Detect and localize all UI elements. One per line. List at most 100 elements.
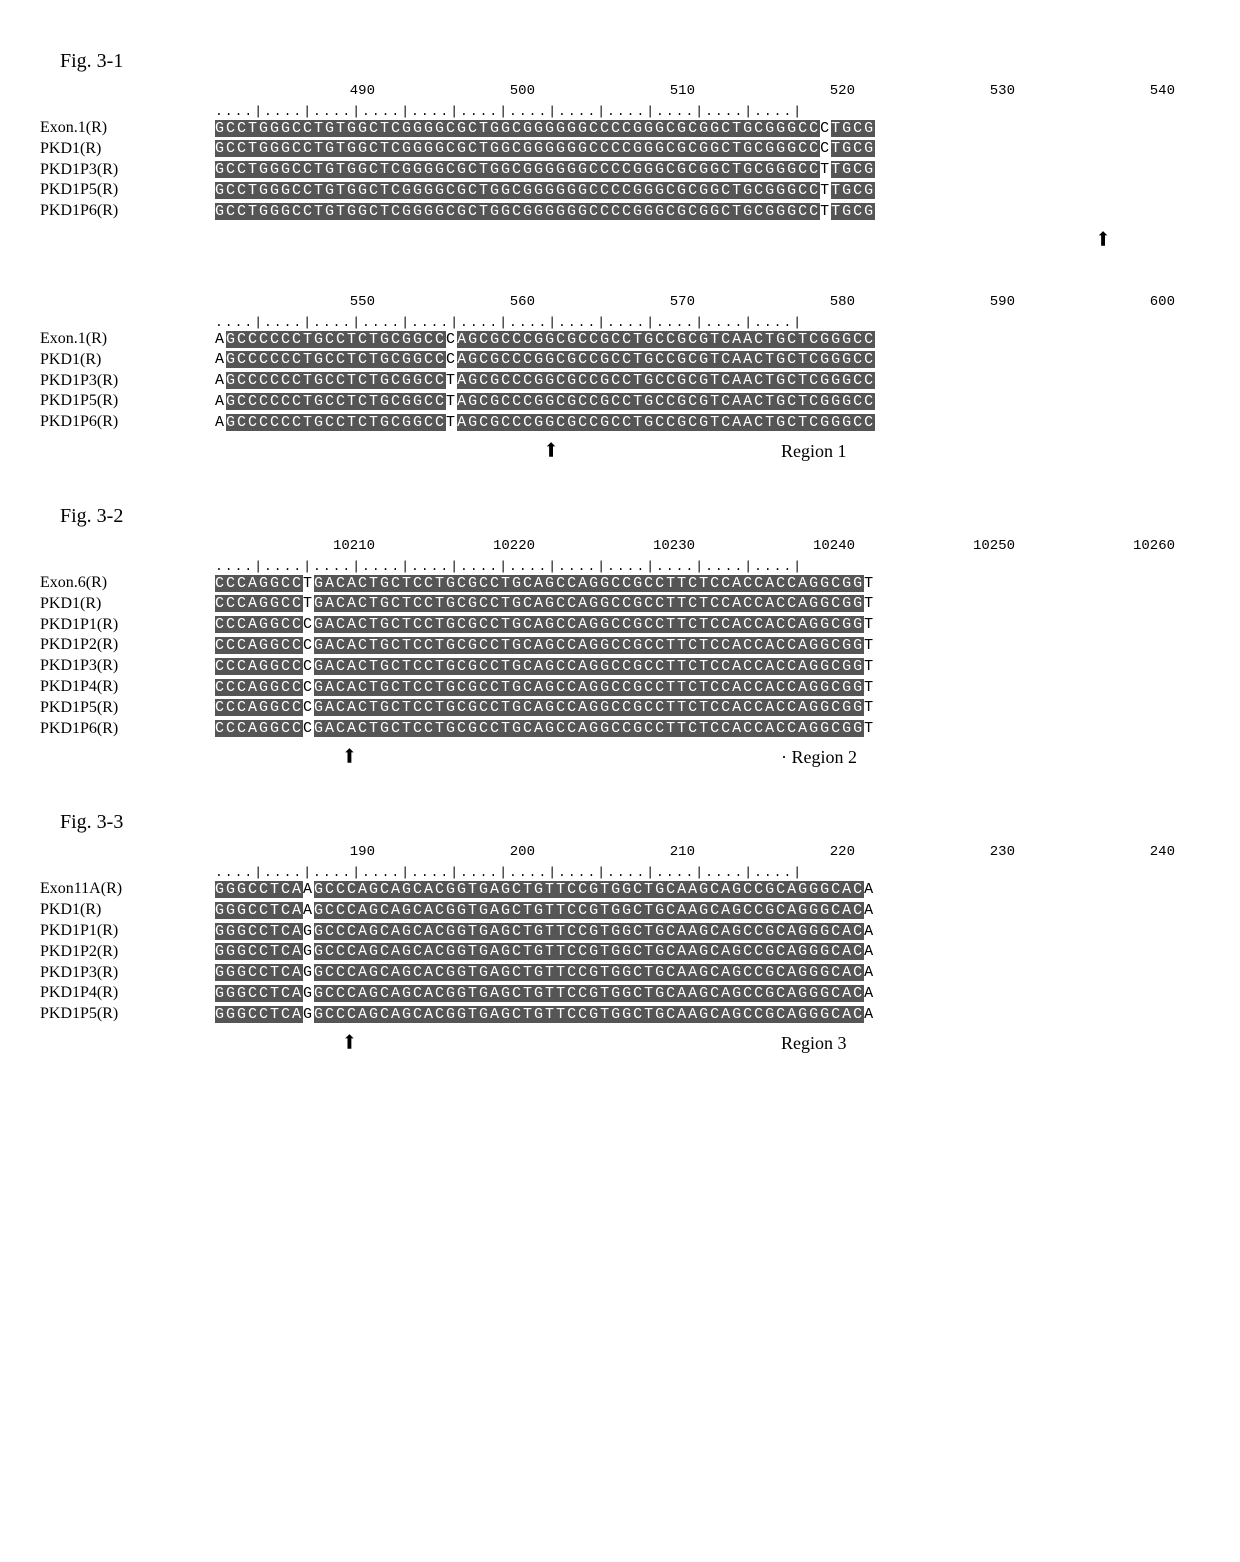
sequence-name: Exon.1(R) [40,329,215,350]
sequence-name: PKD1P5(R) [40,180,215,201]
alignment-fig31-b: 550560570580590600 ....|....|....|....|..… [40,294,1200,465]
sequence-row: PKD1P5(R)CCCAGGCCCGACACTGCTCCTGCGCCTGCAG… [40,698,1200,719]
position-number: 530 [855,83,1015,99]
position-number: 210 [535,844,695,860]
sequence-text: GGGCCTCAGGCCCAGCAGCACGGTGAGCTGTTCCGTGGCT… [215,1005,875,1025]
alignment-fig33: 190200210220230240....|....|....|....|..… [40,844,1200,1057]
ruler-ticks: ....|....|....|....|....|....|....|....|… [215,316,803,329]
sequence-row: PKD1P1(R)CCCAGGCCCGACACTGCTCCTGCGCCTGCAG… [40,615,1200,636]
position-number: 10220 [375,538,535,554]
sequence-name: PKD1(R) [40,139,215,160]
sequence-text: CCCAGGCCCGACACTGCTCCTGCGCCTGCAGCCAGGCCGC… [215,636,875,656]
sequence-text: GGGCCTCAGGCCCAGCAGCACGGTGAGCTGTTCCGTGGCT… [215,984,875,1004]
sequence-text: GCCTGGGCCTGTGGCTCGGGGCGCTGGCGGGGGGCCCCGG… [215,139,875,159]
sequence-row: PKD1P5(R)GGGCCTCAGGCCCAGCAGCACGGTGAGCTGT… [40,1004,1200,1025]
position-number: 540 [1015,83,1175,99]
sequence-name: PKD1P4(R) [40,983,215,1004]
sequence-name: Exon11A(R) [40,879,215,900]
sequence-text: AGCCCCCCTGCCTCTGCGGCCCAGCGCCCGGCGCCGCCTG… [215,330,875,350]
sequence-row: PKD1P6(R)AGCCCCCCTGCCTCTGCGGCCTAGCGCCCGG… [40,412,1200,433]
sequence-name: PKD1P5(R) [40,391,215,412]
sequence-text: GGGCCTCAGGCCCAGCAGCACGGTGAGCTGTTCCGTGGCT… [215,963,875,983]
sequence-text: AGCCCCCCTGCCTCTGCGGCCCAGCGCCCGGCGCCGCCTG… [215,350,875,370]
sequence-name: PKD1P3(R) [40,371,215,392]
sequence-row: PKD1P5(R)GCCTGGGCCTGTGGCTCGGGGCGCTGGCGGG… [40,180,1200,201]
position-number: 10230 [535,538,695,554]
sequence-name: PKD1(R) [40,594,215,615]
sequence-name: PKD1P2(R) [40,942,215,963]
sequence-row: PKD1P3(R)GCCTGGGCCTGTGGCTCGGGGCGCTGGCGGG… [40,160,1200,181]
sequence-name: PKD1P3(R) [40,656,215,677]
position-number: 490 [215,83,375,99]
indicator-arrow-icon: ⬆ [543,439,560,467]
sequence-text: CCCAGGCCTGACACTGCTCCTGCGCCTGCAGCCAGGCCGC… [215,594,875,614]
sequence-row: PKD1(R)GGGCCTCAAGCCCAGCAGCACGGTGAGCTGTTC… [40,900,1200,921]
sequence-text: GGGCCTCAAGCCCAGCAGCACGGTGAGCTGTTCCGTGGCT… [215,880,875,900]
sequence-row: PKD1P2(R)CCCAGGCCCGACACTGCTCCTGCGCCTGCAG… [40,635,1200,656]
sequence-name: PKD1P1(R) [40,615,215,636]
sequence-row: PKD1P6(R)CCCAGGCCCGACACTGCTCCTGCGCCTGCAG… [40,719,1200,740]
sequence-row: PKD1P6(R)GCCTGGGCCTGTGGCTCGGGGCGCTGGCGGG… [40,201,1200,222]
alignment-fig32: 102101022010230102401025010260....|....|… [40,538,1200,771]
indicator-arrow-icon: ⬆ [341,745,358,773]
position-number: 10240 [695,538,855,554]
position-number: 500 [375,83,535,99]
ruler-ticks: ....|....|....|....|....|....|....|....|… [215,105,803,118]
alignment-fig31-a: 490500510520530540....|....|....|....|..… [40,83,1200,254]
position-number: 570 [535,294,695,310]
sequence-name: PKD1P5(R) [40,1004,215,1025]
sequence-row: Exon.1(R)GCCTGGGCCTGTGGCTCGGGGCGCTGGCGGG… [40,118,1200,139]
sequence-row: PKD1(R)GCCTGGGCCTGTGGCTCGGGGCGCTGGCGGGGG… [40,139,1200,160]
sequence-name: PKD1P6(R) [40,201,215,222]
sequence-row: PKD1(R)CCCAGGCCTGACACTGCTCCTGCGCCTGCAGCC… [40,594,1200,615]
sequence-text: CCCAGGCCCGACACTGCTCCTGCGCCTGCAGCCAGGCCGC… [215,719,875,739]
position-number: 560 [375,294,535,310]
sequence-text: AGCCCCCCTGCCTCTGCGGCCTAGCGCCCGGCGCCGCCTG… [215,392,875,412]
sequence-name: PKD1P3(R) [40,963,215,984]
sequence-row: PKD1P3(R)GGGCCTCAGGCCCAGCAGCACGGTGAGCTGT… [40,963,1200,984]
region-label: Region 1 [781,441,847,462]
sequence-name: Exon.6(R) [40,573,215,594]
sequence-row: PKD1P5(R)AGCCCCCCTGCCTCTGCGGCCTAGCGCCCGG… [40,391,1200,412]
sequence-row: PKD1(R)AGCCCCCCTGCCTCTGCGGCCCAGCGCCCGGCG… [40,350,1200,371]
sequence-text: CCCAGGCCCGACACTGCTCCTGCGCCTGCAGCCAGGCCGC… [215,657,875,677]
indicator-arrow-icon: ⬆ [341,1031,358,1059]
sequence-text: GGGCCTCAAGCCCAGCAGCACGGTGAGCTGTTCCGTGGCT… [215,901,875,921]
sequence-name: PKD1P1(R) [40,921,215,942]
sequence-name: PKD1P6(R) [40,412,215,433]
sequence-row: PKD1P4(R)CCCAGGCCCGACACTGCTCCTGCGCCTGCAG… [40,677,1200,698]
sequence-row: Exon.6(R)CCCAGGCCTGACACTGCTCCTGCGCCTGCAG… [40,573,1200,594]
position-number: 580 [695,294,855,310]
sequence-row: PKD1P3(R)AGCCCCCCTGCCTCTGCGGCCTAGCGCCCGG… [40,371,1200,392]
sequence-name: PKD1P4(R) [40,677,215,698]
position-number: 190 [215,844,375,860]
figure-label-3-3: Fig. 3-3 [60,811,1200,834]
sequence-text: CCCAGGCCTGACACTGCTCCTGCGCCTGCAGCCAGGCCGC… [215,574,875,594]
position-number: 550 [215,294,375,310]
sequence-text: GCCTGGGCCTGTGGCTCGGGGCGCTGGCGGGGGGCCCCGG… [215,181,875,201]
ruler-ticks: ....|....|....|....|....|....|....|....|… [215,866,803,879]
sequence-name: PKD1P6(R) [40,719,215,740]
sequence-text: GCCTGGGCCTGTGGCTCGGGGCGCTGGCGGGGGGCCCCGG… [215,202,875,222]
sequence-row: PKD1P3(R)CCCAGGCCCGACACTGCTCCTGCGCCTGCAG… [40,656,1200,677]
position-number: 10250 [855,538,1015,554]
position-number: 200 [375,844,535,860]
position-number: 590 [855,294,1015,310]
sequence-text: AGCCCCCCTGCCTCTGCGGCCTAGCGCCCGGCGCCGCCTG… [215,413,875,433]
sequence-row: PKD1P4(R)GGGCCTCAGGCCCAGCAGCACGGTGAGCTGT… [40,983,1200,1004]
sequence-name: PKD1P5(R) [40,698,215,719]
region-label: Region 3 [781,1033,847,1054]
position-number: 600 [1015,294,1175,310]
sequence-row: PKD1P1(R)GGGCCTCAGGCCCAGCAGCACGGTGAGCTGT… [40,921,1200,942]
position-number: 510 [535,83,695,99]
sequence-name: PKD1P3(R) [40,160,215,181]
sequence-text: CCCAGGCCCGACACTGCTCCTGCGCCTGCAGCCAGGCCGC… [215,615,875,635]
sequence-text: AGCCCCCCTGCCTCTGCGGCCTAGCGCCCGGCGCCGCCTG… [215,371,875,391]
sequence-name: PKD1(R) [40,350,215,371]
position-number: 240 [1015,844,1175,860]
region-label: · Region 2 [781,747,857,768]
sequence-text: CCCAGGCCCGACACTGCTCCTGCGCCTGCAGCCAGGCCGC… [215,678,875,698]
sequence-text: GGGCCTCAGGCCCAGCAGCACGGTGAGCTGTTCCGTGGCT… [215,942,875,962]
sequence-row: Exon11A(R)GGGCCTCAAGCCCAGCAGCACGGTGAGCTG… [40,879,1200,900]
sequence-row: Exon.1(R)AGCCCCCCTGCCTCTGCGGCCCAGCGCCCGG… [40,329,1200,350]
